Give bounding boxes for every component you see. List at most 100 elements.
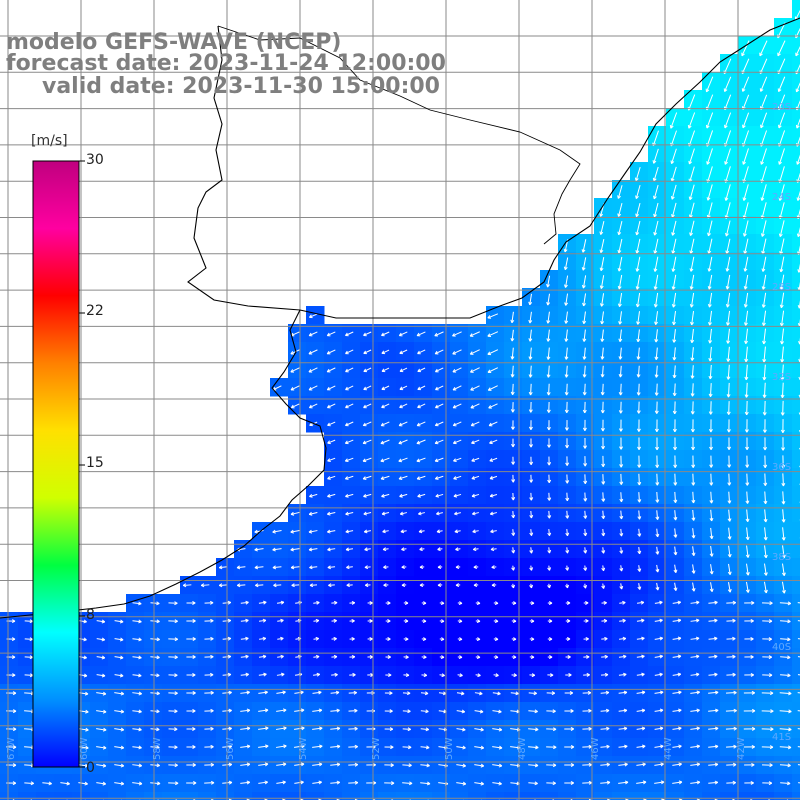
wind-arrow: [382, 529, 389, 534]
wind-arrow: [420, 727, 430, 732]
wind-arrow: [564, 420, 569, 431]
wind-arrow: [150, 745, 160, 750]
wind-arrow: [709, 582, 714, 593]
wind-arrow: [345, 547, 354, 552]
wind-arrow: [779, 727, 792, 732]
wind-arrow: [778, 148, 785, 165]
wind-arrow: [672, 419, 677, 433]
wind-arrow: [546, 781, 556, 786]
wind-arrow: [150, 691, 160, 696]
wind-arrow: [779, 292, 785, 309]
wind-arrow: [471, 511, 479, 516]
wind-arrow: [186, 691, 196, 695]
wind-arrow: [345, 529, 354, 534]
wind-arrow: [439, 673, 445, 678]
wind-arrow: [691, 437, 696, 451]
wind-arrow: [709, 491, 714, 504]
wind-arrow: [707, 274, 713, 290]
wind-arrow: [383, 583, 389, 588]
wind-arrow: [313, 654, 320, 659]
wind-arrow: [654, 618, 663, 623]
speed-cell: [792, 414, 800, 433]
wind-arrow: [565, 474, 570, 484]
wind-arrow: [186, 709, 196, 713]
wind-arrow: [492, 781, 502, 786]
wind-arrow: [511, 492, 516, 501]
wind-arrow: [654, 365, 659, 378]
speed-cell: [792, 504, 800, 523]
wind-arrow: [582, 347, 587, 360]
wind-arrow: [583, 636, 589, 641]
wind-arrow: [762, 655, 773, 660]
wind-arrow: [781, 473, 786, 487]
wind-arrow: [399, 403, 408, 409]
wind-arrow: [132, 727, 142, 732]
wind-arrow: [528, 745, 539, 750]
country-borders: [217, 25, 581, 245]
wind-arrow: [398, 421, 408, 427]
lat-label: 40S: [772, 642, 791, 653]
wind-arrow: [475, 619, 481, 624]
wind-arrow: [565, 456, 570, 466]
wind-arrow: [671, 292, 677, 308]
wind-arrow: [511, 511, 516, 519]
wind-arrow: [582, 365, 587, 378]
wind-arrow: [761, 745, 774, 750]
wind-arrow: [655, 564, 660, 573]
wind-arrow: [708, 780, 719, 785]
wind-arrow: [779, 601, 792, 606]
wind-arrow: [671, 220, 677, 236]
wind-arrow: [132, 709, 142, 714]
wind-arrow: [309, 493, 318, 498]
wind-arrow: [132, 745, 142, 750]
wind-arrow: [528, 347, 533, 360]
wind-arrow: [601, 528, 606, 537]
wind-arrow: [689, 238, 695, 254]
wind-arrow: [366, 780, 377, 785]
wind-arrow: [653, 238, 659, 254]
lon-label: 52W: [371, 737, 382, 760]
speed-cell: [0, 792, 19, 800]
wind-arrow: [330, 762, 341, 767]
wind-arrow: [761, 292, 767, 308]
wind-arrow: [456, 691, 465, 696]
wind-arrow: [24, 781, 34, 786]
wind-arrow: [617, 185, 623, 199]
wind-arrow: [743, 256, 749, 272]
wind-arrow: [363, 349, 372, 355]
wind-arrow: [363, 529, 371, 534]
speed-cell: [792, 432, 800, 451]
wind-arrow: [601, 565, 606, 572]
wind-arrow: [707, 256, 713, 272]
wind-arrow: [726, 364, 731, 380]
speed-cell: [792, 468, 800, 487]
wind-arrow: [403, 637, 409, 642]
wind-arrow: [743, 274, 749, 290]
wind-arrow: [687, 112, 696, 129]
wind-arrow: [168, 619, 178, 624]
wind-arrow: [418, 511, 425, 516]
wind-arrow: [565, 510, 570, 519]
wind-arrow: [168, 727, 178, 732]
wind-arrow: [743, 292, 749, 308]
wind-arrow: [114, 691, 125, 696]
wind-arrow: [381, 331, 390, 337]
speed-cell: [540, 792, 559, 800]
wind-arrow: [763, 455, 768, 468]
wind-arrow: [218, 565, 228, 570]
wind-arrow: [488, 403, 498, 409]
wind-arrow: [655, 473, 660, 486]
wind-arrow: [780, 346, 785, 363]
wind-arrow: [312, 744, 323, 749]
wind-arrow: [475, 601, 481, 606]
wind-arrow: [364, 583, 371, 588]
wind-arrow: [96, 781, 107, 786]
wind-arrow: [326, 403, 336, 409]
wind-arrow: [744, 762, 755, 767]
wind-arrow: [742, 148, 749, 165]
wind-arrow: [655, 510, 660, 520]
wind-arrow: [528, 383, 533, 396]
wind-arrow: [327, 529, 336, 534]
wind-arrow: [725, 256, 731, 272]
wind-arrow: [670, 184, 677, 200]
